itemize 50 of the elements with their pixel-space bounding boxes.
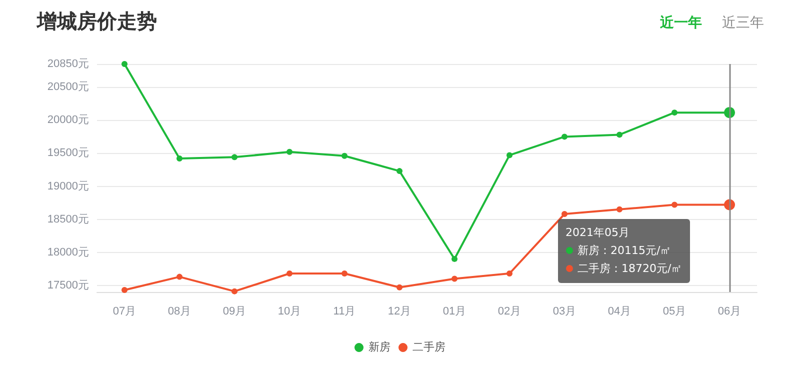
point (176, 274, 182, 280)
legend-label: 新房 (368, 340, 390, 354)
annotation: 二手房：18720元/㎡ (576, 261, 682, 277)
point (342, 152, 348, 159)
point (396, 168, 402, 174)
x-tick-label: 05月 (662, 306, 686, 318)
chart-title: 增城房价走势 (36, 9, 157, 33)
x-tick-label: 02月 (498, 306, 522, 318)
point (286, 148, 292, 155)
y-tick-label: 20850元 (47, 58, 89, 70)
point (506, 270, 512, 276)
x-tick-label: 08月 (168, 306, 192, 318)
point (396, 284, 402, 290)
x-tick-label: 07月 (112, 306, 136, 318)
point (122, 287, 128, 294)
y-tick-label: 19000元 (47, 180, 89, 192)
point (616, 206, 622, 212)
y-tick-label: 20500元 (47, 81, 89, 94)
y-tick-label: 17500元 (47, 279, 89, 292)
point (672, 110, 678, 116)
y-tick-label: 18000元 (47, 246, 89, 258)
point (452, 276, 458, 282)
point (562, 211, 568, 218)
y-tick-label: 20000元 (47, 114, 89, 126)
annotation: 2021年05月 (566, 225, 630, 241)
point (562, 134, 568, 140)
point (286, 270, 292, 276)
x-tick-label: 06月 (718, 306, 742, 318)
point (232, 154, 238, 160)
x-tick-label: 11月 (333, 306, 356, 318)
point (176, 156, 182, 162)
x-tick-label: 04月 (608, 306, 632, 318)
y-tick-label: 19500元 (47, 147, 89, 160)
point (122, 61, 128, 67)
x-tick-label: 12月 (388, 306, 412, 318)
point (616, 132, 622, 138)
point (232, 288, 238, 294)
annotation: 新房：20115元/㎡ (576, 243, 672, 259)
point (452, 256, 458, 262)
text: 近一年 (660, 14, 702, 32)
point (342, 270, 348, 276)
x-tick-label: 03月 (552, 306, 576, 318)
x-tick-label: 09月 (222, 306, 246, 318)
x-tick-label: 01月 (442, 306, 466, 318)
point (672, 202, 678, 208)
legend-label: 二手房 (412, 340, 446, 354)
x-tick-label: 10月 (278, 306, 302, 318)
y-tick-label: 18500元 (47, 213, 89, 226)
text: 近三年 (722, 14, 764, 32)
point (506, 152, 512, 158)
